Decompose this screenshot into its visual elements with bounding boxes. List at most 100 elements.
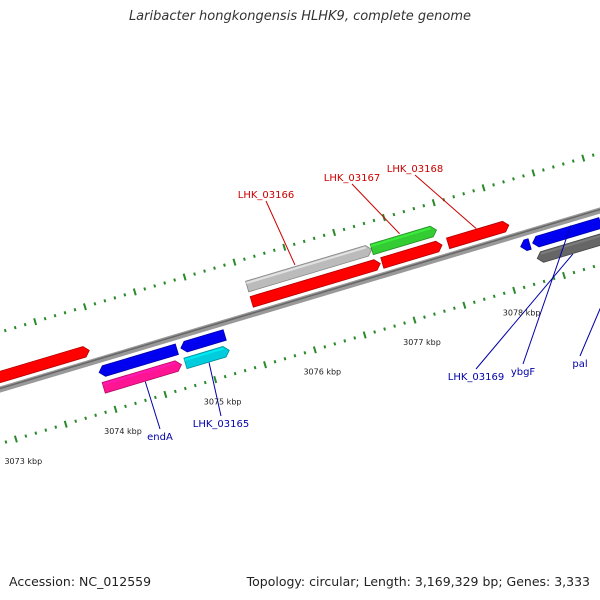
tick-top — [402, 209, 406, 214]
tick-bottom — [512, 286, 517, 294]
gene-features — [0, 217, 600, 394]
gene-label: ybgF — [511, 367, 536, 378]
tick-bottom — [462, 301, 467, 309]
labels: 3073 kbp 3074 kbp 3075 kbp 3076 kbp 3077 kbp… — [4, 164, 587, 466]
gene-shine — [540, 235, 600, 255]
tick-bottom — [203, 380, 207, 385]
tick-top — [3, 328, 7, 333]
coordinate-label: 3077 kbp — [403, 338, 441, 347]
tick-bottom — [293, 354, 297, 358]
tick-bottom — [84, 416, 88, 420]
tick-bottom — [443, 309, 446, 313]
tick-bottom — [333, 342, 337, 346]
tick-top — [332, 228, 337, 237]
accession-text: Accession: NC_012559 — [9, 574, 152, 589]
gene-label: pal — [572, 359, 587, 370]
tick-bottom — [34, 431, 38, 435]
tick-bottom — [582, 267, 586, 272]
tick-bottom — [134, 401, 137, 406]
gene-shine — [370, 227, 431, 247]
tick-bottom — [104, 410, 107, 415]
tick-bottom — [13, 435, 18, 443]
tick-top — [591, 153, 595, 157]
tick-bottom — [373, 330, 377, 334]
tick-top — [132, 288, 137, 296]
tick-top — [243, 257, 246, 261]
coordinate-label: 3076 kbp — [303, 368, 341, 377]
tick-top — [203, 269, 206, 273]
genome-title: Laribacter hongkongensis HLHK9, complete… — [128, 9, 472, 24]
tick-bottom — [312, 346, 317, 354]
tick-top — [252, 254, 256, 258]
tick-bottom — [113, 405, 118, 413]
tick-top — [213, 266, 216, 270]
tick-top — [531, 169, 536, 177]
tick-top — [262, 251, 266, 255]
leader-line — [265, 200, 296, 266]
tick-top — [392, 212, 396, 217]
tick-marks — [3, 153, 596, 444]
tick-bottom — [54, 425, 58, 429]
tick-bottom — [213, 375, 218, 384]
tick-top — [571, 159, 575, 163]
tick-top — [232, 258, 237, 266]
tick-top — [452, 195, 456, 199]
tick-top — [541, 168, 545, 172]
gene-label: LHK_03165 — [193, 419, 249, 430]
gene-shine — [250, 260, 375, 300]
gene-label: LHK_03167 — [324, 173, 380, 184]
tick-top — [342, 227, 346, 232]
tick-top — [33, 318, 38, 326]
tick-top — [422, 203, 426, 208]
leader-line — [579, 307, 600, 357]
tick-bottom — [552, 276, 556, 281]
genome-backbone — [0, 207, 600, 393]
gene-arrow-g10 — [445, 220, 510, 250]
tick-top — [223, 263, 226, 267]
tick-top — [462, 192, 466, 196]
label-leader-lines — [144, 174, 600, 430]
gene-shine — [524, 239, 529, 243]
tick-top — [372, 218, 376, 223]
tick-bottom — [154, 395, 157, 400]
tick-top — [412, 206, 416, 211]
leader-line — [351, 183, 400, 235]
tick-top — [502, 180, 505, 184]
leader-line — [414, 174, 477, 230]
tick-top — [322, 233, 326, 238]
tick-bottom — [423, 315, 426, 319]
tick-top — [153, 284, 157, 288]
gene-label: LHK_03168 — [387, 164, 443, 175]
tick-top — [481, 184, 486, 192]
tick-bottom — [522, 285, 526, 290]
tick-bottom — [24, 434, 28, 438]
tick-top — [431, 199, 436, 207]
tick-bottom — [383, 327, 387, 331]
tick-top — [53, 313, 57, 318]
tick-bottom — [532, 282, 536, 287]
tick-top — [63, 310, 67, 315]
tick-top — [143, 287, 147, 291]
gene-arrow-g9 — [380, 240, 443, 269]
coordinate-label: 3074 kbp — [104, 427, 142, 436]
tick-bottom — [193, 383, 197, 388]
coordinate-label: 3073 kbp — [4, 457, 42, 466]
tick-bottom — [412, 316, 417, 324]
tick-top — [23, 322, 27, 327]
tick-top — [362, 221, 366, 226]
tick-top — [352, 224, 356, 229]
gene-shine — [245, 246, 367, 285]
tick-bottom — [303, 351, 307, 355]
tick-bottom — [472, 300, 476, 304]
gene-label: LHK_03169 — [448, 372, 504, 383]
gene-shine — [380, 242, 437, 261]
gene-shine — [102, 344, 177, 369]
tick-top — [472, 189, 476, 193]
tick-bottom — [63, 420, 68, 428]
gene-shine — [184, 330, 224, 345]
tick-bottom — [562, 271, 566, 280]
tick-bottom — [353, 336, 357, 340]
tick-bottom — [163, 390, 168, 399]
tick-bottom — [492, 294, 496, 299]
